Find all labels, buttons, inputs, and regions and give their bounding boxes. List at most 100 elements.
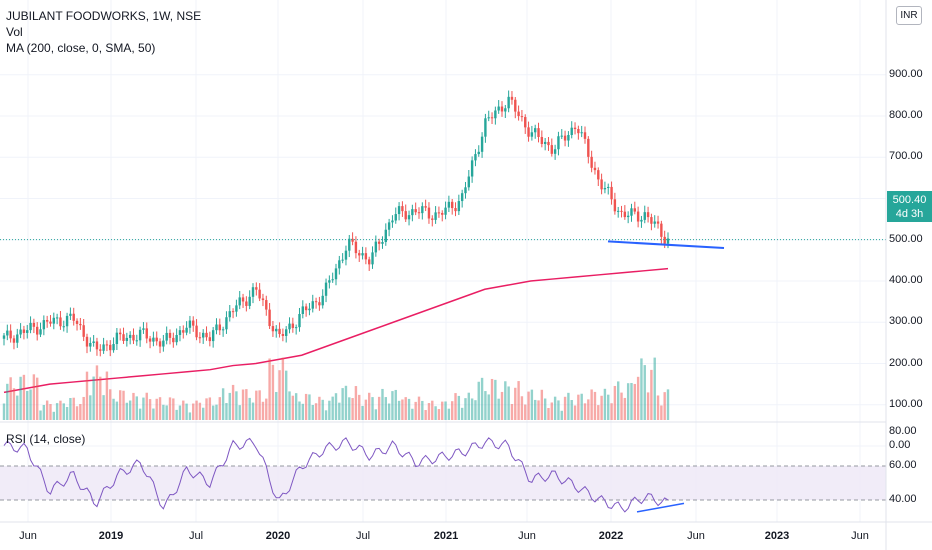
time-tick-label: Jul <box>355 530 371 542</box>
volume-bar <box>636 376 640 420</box>
candle-body <box>391 220 394 223</box>
volume-bar <box>577 394 580 420</box>
candle-body <box>477 151 480 155</box>
volume-bar <box>377 396 381 420</box>
volume-bar <box>271 364 275 420</box>
volume-bar <box>607 394 610 420</box>
candle-body <box>119 332 122 335</box>
volume-bar <box>404 397 407 420</box>
time-tick-label: Jun <box>851 530 869 542</box>
volume-bar <box>397 400 401 420</box>
candle-body <box>211 330 215 342</box>
candle-body <box>543 141 547 144</box>
candle-body <box>457 201 461 212</box>
volume-bar <box>155 398 158 420</box>
currency-button[interactable]: INR <box>896 6 922 25</box>
volume-bar <box>421 400 424 420</box>
volume-bar <box>122 390 125 420</box>
volume-bar <box>188 412 192 420</box>
candle-body <box>281 334 285 336</box>
candle-body <box>132 334 135 341</box>
volume-bar <box>656 395 660 420</box>
candle-body <box>570 127 573 135</box>
volume-bar <box>135 396 138 420</box>
volume-bar <box>128 400 132 420</box>
volume-bar <box>45 400 49 420</box>
candle-body <box>587 138 590 157</box>
candle-body <box>424 206 427 208</box>
volume-bar <box>192 403 195 420</box>
candle-body <box>361 253 364 256</box>
volume-bar <box>9 377 12 420</box>
candle-body <box>464 187 467 194</box>
volume-bar <box>62 403 65 420</box>
candle-body <box>115 332 119 345</box>
volume-bar <box>29 389 32 420</box>
volume-bar <box>235 391 238 420</box>
rsi-trendline <box>636 502 685 513</box>
volume-bar <box>324 410 328 420</box>
rsi-tick-label: 80.00 <box>889 425 917 437</box>
candle-body <box>351 238 354 242</box>
candle-body <box>294 327 298 329</box>
candle-body <box>148 338 152 342</box>
candle-body <box>314 301 318 303</box>
candle-body <box>597 170 600 180</box>
volume-bar <box>99 376 102 420</box>
candle-body <box>32 322 36 327</box>
candle-body <box>656 221 660 224</box>
price-tick-label: 200.00 <box>889 356 923 369</box>
volume-bar <box>208 397 212 420</box>
volume-bar <box>6 383 9 420</box>
volume-bar <box>354 386 358 420</box>
volume-bar <box>364 399 368 420</box>
volume-bar <box>620 392 623 420</box>
candle-body <box>328 280 331 283</box>
candle-body <box>29 322 32 331</box>
volume-bar <box>597 405 600 420</box>
candle-body <box>381 242 384 244</box>
volume-bar <box>318 396 321 420</box>
candle-body <box>520 116 524 118</box>
volume-bar <box>255 390 258 420</box>
volume-bar <box>454 393 457 420</box>
volume-bar <box>182 400 185 420</box>
volume-bar <box>394 389 397 420</box>
candle-body <box>341 259 344 261</box>
volume-bar <box>437 409 441 420</box>
volume-bars <box>2 357 670 420</box>
candle-body <box>291 323 295 328</box>
volume-bar <box>132 392 135 420</box>
volume-bar <box>55 403 59 420</box>
price-tick-label: 900.00 <box>889 67 923 80</box>
volume-bar <box>228 392 231 420</box>
volume-bar <box>580 393 583 420</box>
volume-bar <box>311 404 314 420</box>
candle-body <box>593 167 597 171</box>
volume-bar <box>543 398 547 420</box>
candle-body <box>62 326 65 328</box>
volume-bar <box>49 404 52 420</box>
candle-body <box>122 334 125 341</box>
candle-body <box>202 332 205 338</box>
candle-body <box>75 320 79 324</box>
price-tick-label: 0.00 <box>889 439 911 451</box>
time-tick-label: Jun <box>518 530 536 542</box>
candle-body <box>258 289 261 299</box>
volume-bar <box>610 403 613 420</box>
candle-body <box>331 279 334 281</box>
candle-body <box>344 250 348 260</box>
volume-bar <box>361 405 364 420</box>
grid-lines <box>0 0 886 522</box>
volume-bar <box>434 406 437 420</box>
candle-body <box>497 106 500 111</box>
time-tick-label: 2023 <box>764 530 790 542</box>
volume-bar <box>75 406 79 420</box>
volume-bar <box>590 389 593 420</box>
volume-bar <box>573 405 577 420</box>
volume-bar <box>172 398 175 420</box>
volume-bar <box>643 365 646 420</box>
candle-body <box>334 268 338 280</box>
candle-body <box>490 117 494 119</box>
